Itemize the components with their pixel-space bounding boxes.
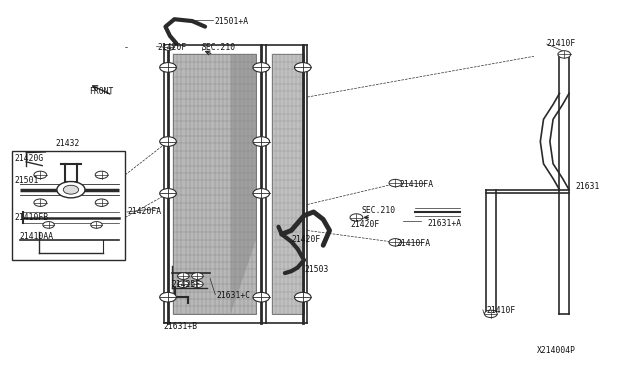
Text: FRONT: FRONT	[89, 87, 113, 96]
Text: 21420FA: 21420FA	[127, 208, 161, 217]
Circle shape	[160, 292, 176, 302]
Text: SEC.210: SEC.210	[362, 206, 396, 215]
Circle shape	[294, 292, 311, 302]
Text: 21432: 21432	[55, 139, 79, 148]
Circle shape	[389, 238, 402, 246]
Polygon shape	[173, 54, 256, 314]
Circle shape	[63, 185, 79, 194]
Circle shape	[164, 44, 173, 50]
Circle shape	[191, 273, 203, 279]
Circle shape	[253, 292, 269, 302]
Text: SEC.210: SEC.210	[202, 42, 236, 51]
Circle shape	[43, 222, 54, 228]
Text: 21501+A: 21501+A	[214, 17, 249, 26]
Text: 21501: 21501	[15, 176, 39, 185]
Text: X214004P: X214004P	[537, 346, 576, 355]
Circle shape	[177, 273, 189, 279]
Circle shape	[95, 171, 108, 179]
Text: 21425F: 21425F	[172, 280, 201, 289]
Circle shape	[160, 62, 176, 72]
Circle shape	[191, 281, 203, 288]
Text: 21420F: 21420F	[351, 221, 380, 230]
Circle shape	[57, 182, 85, 198]
Circle shape	[558, 51, 571, 58]
Circle shape	[253, 189, 269, 198]
Circle shape	[160, 189, 176, 198]
Text: 21420G: 21420G	[15, 154, 44, 163]
Circle shape	[253, 137, 269, 146]
Circle shape	[294, 62, 311, 72]
Circle shape	[484, 310, 497, 318]
Text: 21631+A: 21631+A	[428, 219, 461, 228]
Text: 21631+B: 21631+B	[164, 322, 198, 331]
Circle shape	[177, 281, 189, 288]
Circle shape	[160, 137, 176, 146]
FancyBboxPatch shape	[12, 151, 125, 260]
Text: 21420F: 21420F	[291, 235, 321, 244]
Polygon shape	[230, 54, 256, 314]
Text: 21631: 21631	[575, 182, 600, 190]
Text: 21631+C: 21631+C	[216, 291, 251, 300]
Circle shape	[91, 222, 102, 228]
Text: 21410FA: 21410FA	[400, 180, 434, 189]
Text: 21410F: 21410F	[547, 39, 576, 48]
Polygon shape	[272, 54, 304, 314]
Circle shape	[253, 62, 269, 72]
Circle shape	[389, 179, 402, 187]
Text: 21410F: 21410F	[486, 306, 515, 315]
Circle shape	[34, 199, 47, 206]
Circle shape	[95, 199, 108, 206]
Circle shape	[34, 171, 47, 179]
Text: 21410AA: 21410AA	[20, 231, 54, 241]
Text: 21410FB: 21410FB	[15, 213, 49, 222]
Text: 21420F: 21420F	[157, 42, 186, 51]
Text: 21503: 21503	[304, 265, 328, 274]
Circle shape	[350, 214, 363, 221]
Text: 21410FA: 21410FA	[397, 239, 431, 248]
